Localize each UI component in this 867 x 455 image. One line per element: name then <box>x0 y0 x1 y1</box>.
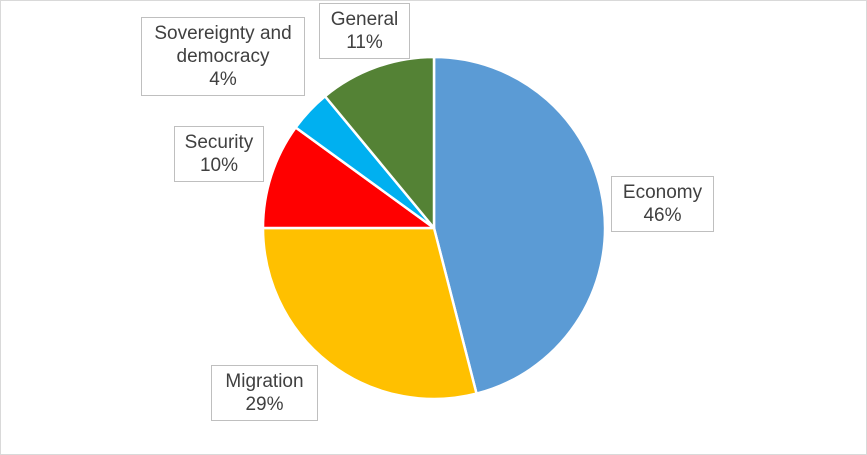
data-label-security: Security 10% <box>174 126 264 182</box>
data-label-general-name: General <box>330 9 399 30</box>
data-label-sovereignty: Sovereignty and democracy 4% <box>141 17 305 96</box>
data-label-general: General 11% <box>319 3 410 59</box>
pie-slice-economy <box>432 55 607 395</box>
data-label-economy-value: 46% <box>643 205 682 226</box>
data-label-sovereignty-name: Sovereignty and democracy <box>154 23 292 67</box>
data-label-security-value: 10% <box>199 155 239 176</box>
pie-slice-general <box>323 55 436 230</box>
data-label-general-value: 11% <box>346 32 383 53</box>
data-label-migration-value: 29% <box>245 394 284 415</box>
data-label-security-name: Security <box>184 132 254 153</box>
pie-slice-migration <box>261 226 478 401</box>
data-label-migration-name: Migration <box>225 371 304 392</box>
pie-slice-security <box>261 126 436 230</box>
data-label-migration: Migration 29% <box>211 365 318 421</box>
data-label-sovereignty-value: 4% <box>209 69 237 90</box>
data-label-economy: Economy 46% <box>611 176 714 232</box>
data-label-economy-name: Economy <box>622 182 703 203</box>
